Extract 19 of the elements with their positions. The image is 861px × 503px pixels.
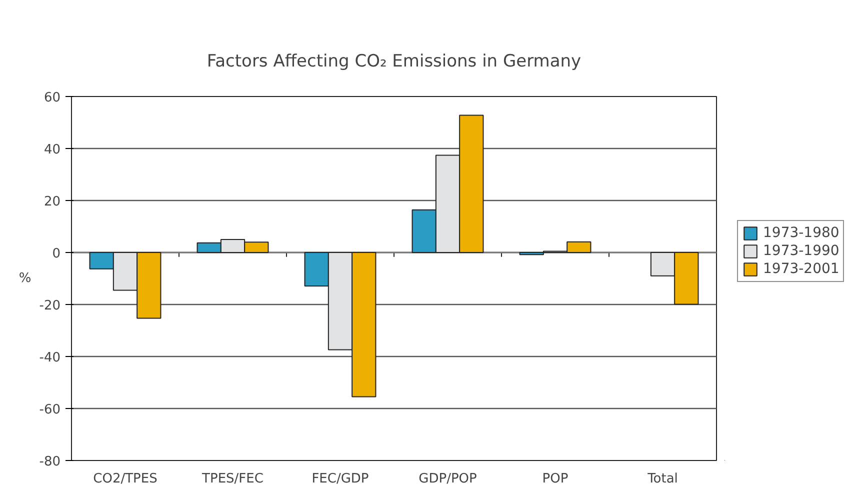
legend-label: 1973-1980 [763,225,840,241]
y-tick-label: -80 [39,454,60,470]
legend-label: 1973-1990 [763,243,840,259]
y-tick-label: -40 [39,350,60,366]
x-tick-label: TPES/FEC [201,472,264,486]
legend-label: 1973-2001 [763,261,840,277]
x-tick-label: POP [542,472,568,486]
x-tick-label: Total [646,472,678,486]
y-axis-title: % [18,271,32,286]
y-tick-label: 40 [44,142,61,158]
y-tick-label: -60 [39,402,60,418]
y-tick-label: 20 [44,194,61,210]
y-tick-label: 0 [52,246,61,262]
chart-title: Factors Affecting CO₂ Emissions in Germany [206,52,582,72]
x-tick-label: FEC/GDP [312,472,369,486]
x-tick-label: GDP/POP [418,472,478,486]
y-tick-label: -20 [39,298,60,314]
x-tick-label: CO2/TPES [93,472,158,486]
y-tick-label: 60 [44,90,61,106]
